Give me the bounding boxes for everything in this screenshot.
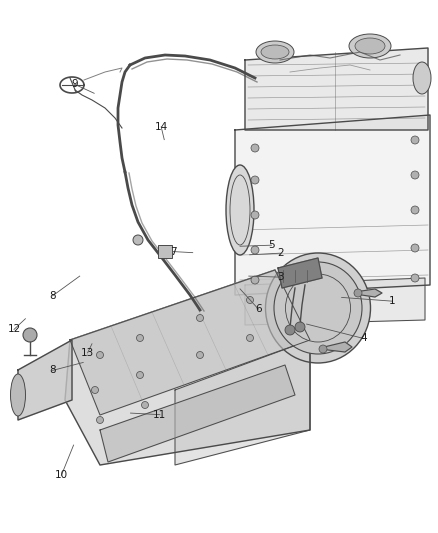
Circle shape — [96, 416, 103, 424]
Text: 3: 3 — [277, 272, 284, 282]
Circle shape — [251, 276, 259, 284]
Ellipse shape — [355, 38, 385, 54]
Ellipse shape — [413, 62, 431, 94]
Circle shape — [411, 206, 419, 214]
Text: 8: 8 — [49, 291, 56, 301]
Circle shape — [197, 351, 204, 359]
Text: 2: 2 — [277, 248, 284, 258]
Ellipse shape — [11, 374, 25, 416]
Circle shape — [251, 176, 259, 184]
Text: 11: 11 — [153, 410, 166, 419]
Text: 9: 9 — [71, 79, 78, 89]
Polygon shape — [320, 342, 352, 352]
Ellipse shape — [349, 34, 391, 58]
Circle shape — [295, 322, 305, 332]
Circle shape — [251, 246, 259, 254]
Circle shape — [141, 401, 148, 408]
Circle shape — [247, 335, 254, 342]
Circle shape — [411, 136, 419, 144]
Circle shape — [197, 314, 204, 321]
Text: 8: 8 — [49, 366, 56, 375]
Polygon shape — [100, 365, 295, 462]
Text: 5: 5 — [268, 240, 275, 250]
Ellipse shape — [226, 165, 254, 255]
Circle shape — [137, 372, 144, 378]
Text: 1: 1 — [389, 296, 396, 306]
Polygon shape — [175, 340, 310, 465]
Ellipse shape — [256, 41, 294, 63]
Circle shape — [319, 345, 327, 353]
Circle shape — [285, 325, 295, 335]
Polygon shape — [158, 245, 172, 258]
Circle shape — [23, 328, 37, 342]
Circle shape — [92, 386, 99, 393]
Polygon shape — [70, 270, 310, 415]
Text: 4: 4 — [360, 334, 367, 343]
Circle shape — [354, 289, 362, 297]
Circle shape — [251, 144, 259, 152]
Ellipse shape — [274, 262, 362, 354]
Polygon shape — [18, 340, 72, 420]
Polygon shape — [235, 115, 430, 295]
Circle shape — [411, 244, 419, 252]
Polygon shape — [65, 270, 310, 465]
Circle shape — [411, 171, 419, 179]
Circle shape — [247, 296, 254, 303]
Text: 12: 12 — [7, 325, 21, 334]
Circle shape — [96, 351, 103, 359]
Ellipse shape — [265, 253, 371, 363]
Text: 10: 10 — [55, 471, 68, 480]
Polygon shape — [278, 258, 322, 288]
Text: 14: 14 — [155, 122, 168, 132]
Text: 7: 7 — [170, 247, 177, 256]
Text: 13: 13 — [81, 348, 94, 358]
Polygon shape — [245, 48, 428, 130]
Polygon shape — [245, 278, 425, 325]
Circle shape — [133, 235, 143, 245]
Circle shape — [251, 211, 259, 219]
Polygon shape — [355, 289, 382, 297]
Circle shape — [411, 274, 419, 282]
Circle shape — [137, 335, 144, 342]
Text: 6: 6 — [255, 304, 262, 314]
Ellipse shape — [261, 45, 289, 59]
